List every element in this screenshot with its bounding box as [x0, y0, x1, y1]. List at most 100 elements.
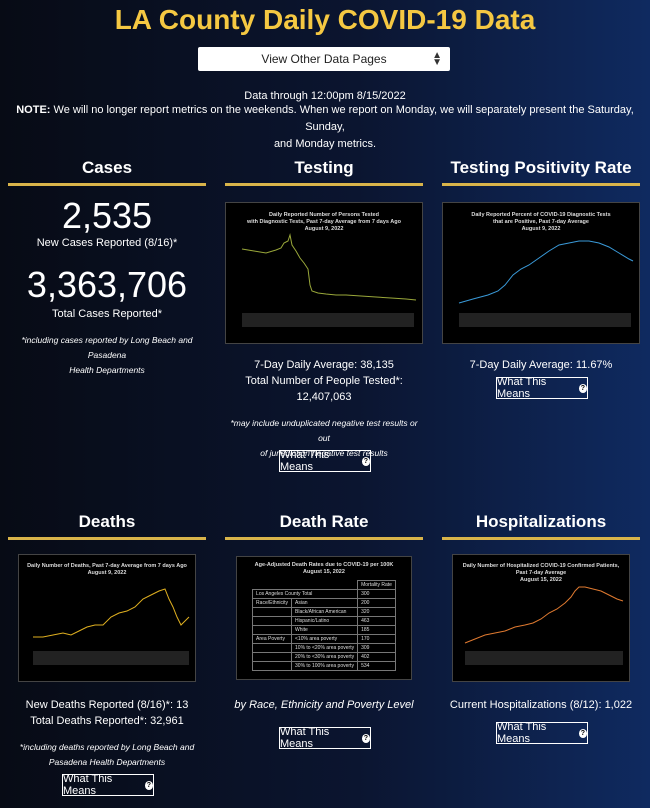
- testing-title: Testing: [294, 158, 354, 177]
- deaths-new: New Deaths Reported (8/16)*: 13: [25, 699, 189, 711]
- row-group: Los Angeles County Total: [252, 589, 359, 599]
- hospitalizations-title: Hospitalizations: [475, 512, 607, 531]
- row-group: [252, 643, 293, 653]
- positivity-chart-title-2: that are Positive, Past 7-day Average: [493, 219, 589, 225]
- row-value: 200: [357, 598, 396, 608]
- table-row: 30% to 100% area poverty 534: [252, 661, 396, 671]
- row-sub: Hispanic/Latino: [291, 616, 359, 626]
- row-sub: 30% to 100% area poverty: [291, 661, 359, 671]
- deaths-footnote-1: *including deaths reported by Long Beach…: [19, 742, 195, 752]
- row-value: 185: [357, 625, 396, 635]
- hospitalizations-underline: [442, 537, 640, 540]
- testing-chart-title-1: Daily Reported Number of Persons Tested: [269, 212, 379, 218]
- table-row: 10% to <20% area poverty 309: [252, 643, 396, 653]
- positivity-underline: [442, 183, 640, 186]
- testing-what-this-means-button[interactable]: What This Means?: [279, 449, 371, 473]
- row-value: 320: [357, 607, 396, 617]
- total-cases-value: 3,363,706: [26, 264, 188, 305]
- deaths-chart[interactable]: Daily Number of Deaths, Past 7-day Avera…: [18, 554, 196, 682]
- row-sub: White: [291, 625, 359, 635]
- cases-footnote-1: *including cases reported by Long Beach …: [21, 335, 193, 360]
- testing-line: [241, 233, 417, 301]
- button-label: What This Means: [63, 773, 113, 797]
- row-value: 309: [357, 643, 396, 653]
- death-rate-title: Death Rate: [279, 512, 369, 531]
- row-value: 402: [357, 652, 396, 662]
- testing-underline: [225, 183, 423, 186]
- row-value: 534: [357, 661, 396, 671]
- testing-chart-title-2: with Diagnostic Tests, Past 7-day Averag…: [246, 219, 402, 225]
- death-rate-what-this-means-button[interactable]: What This Means?: [279, 726, 371, 750]
- deaths-underline: [8, 537, 206, 540]
- row-group: [252, 652, 293, 662]
- note-text: We will no longer report metrics on the …: [50, 104, 634, 133]
- table-row: White 185: [252, 625, 396, 635]
- button-label: What This Means: [280, 449, 330, 473]
- data-through: Data through 12:00pm 8/15/2022: [244, 90, 406, 102]
- death-rate-chart-title-2: August 15, 2022: [303, 569, 345, 575]
- table-header: Mortality Rate: [357, 580, 396, 590]
- button-label: What This Means: [497, 721, 547, 745]
- deaths-chart-title-2: August 9, 2022: [88, 570, 127, 576]
- testing-chart[interactable]: Daily Reported Number of Persons Tested …: [225, 202, 423, 344]
- death-rate-chart[interactable]: Age-Adjusted Death Rates due to COVID-19…: [236, 556, 412, 680]
- positivity-what-this-means-button[interactable]: What This Means?: [496, 376, 588, 400]
- row-group: Race/Ethnicity: [252, 598, 293, 608]
- positivity-chart-title-3: August 9, 2022: [522, 226, 561, 232]
- row-sub: Black/African American: [291, 607, 359, 617]
- positivity-line: [458, 240, 634, 304]
- deaths-total: Total Deaths Reported*: 32,961: [30, 715, 184, 727]
- testing-footnote-2: of jurisdiction negative test results: [260, 448, 388, 458]
- row-group: [252, 625, 293, 635]
- row-group: [252, 661, 293, 671]
- new-cases-value: 2,535: [61, 195, 153, 236]
- question-icon: ?: [144, 780, 153, 790]
- testing-footnote: *may include unduplicated negative test …: [225, 416, 423, 461]
- death-rate-underline: [225, 537, 423, 540]
- data-pages-select[interactable]: View Other Data Pages ▲ ▼: [198, 47, 450, 71]
- hosp-chart-title-2: Past 7-day Average: [516, 570, 566, 576]
- row-group: [252, 616, 293, 626]
- question-icon: ?: [578, 383, 587, 393]
- row-sub: 10% to <20% area poverty: [291, 643, 359, 653]
- deaths-what-this-means-button[interactable]: What This Means?: [62, 773, 154, 797]
- row-value: 170: [357, 634, 396, 644]
- row-value: 463: [357, 616, 396, 626]
- deaths-title: Deaths: [78, 512, 136, 531]
- hospitalizations-what-this-means-button[interactable]: What This Means?: [496, 721, 588, 745]
- button-label: What This Means: [497, 376, 547, 400]
- deaths-chart-title-1: Daily Number of Deaths, Past 7-day Avera…: [27, 563, 187, 569]
- row-sub: <10% area poverty: [291, 634, 359, 644]
- row-value: 300: [357, 589, 396, 599]
- deaths-footnote-2: Pasadena Health Departments: [48, 757, 166, 767]
- testing-chart-title-3: August 9, 2022: [305, 226, 344, 232]
- hosp-line: [464, 586, 624, 644]
- deaths-footnote: *including deaths reported by Long Beach…: [8, 740, 206, 770]
- table-row: Black/African American 320: [252, 607, 396, 617]
- select-value: View Other Data Pages: [261, 52, 387, 66]
- testing-avg: 7-Day Daily Average: 38,135: [254, 359, 394, 371]
- table-row: Los Angeles County Total 300: [252, 589, 396, 599]
- row-sub: Asian: [291, 598, 359, 608]
- cases-footnote-2: Health Departments: [69, 365, 145, 375]
- select-arrows-icon: ▲ ▼: [432, 50, 442, 68]
- row-sub: 20% to <30% area poverty: [291, 652, 359, 662]
- note-text-2: and Monday metrics.: [273, 138, 377, 150]
- hosp-chart-title-3: August 15, 2022: [520, 577, 562, 583]
- table-row: Race/Ethnicity Asian 200: [252, 598, 396, 608]
- positivity-chart[interactable]: Daily Reported Percent of COVID-19 Diagn…: [442, 202, 640, 344]
- page-title: LA County Daily COVID-19 Data: [114, 4, 536, 35]
- table-row: 20% to <30% area poverty 402: [252, 652, 396, 662]
- testing-footnote-1: *may include unduplicated negative test …: [230, 418, 418, 443]
- death-rate-table: Mortality Rate Los Angeles County Total 3…: [252, 580, 396, 671]
- hospitalizations-chart[interactable]: Daily Number of Hospitalized COVID-19 Co…: [452, 554, 630, 682]
- row-group: Area Poverty: [252, 634, 293, 644]
- table-row: Hispanic/Latino 463: [252, 616, 396, 626]
- table-row: Area Poverty <10% area poverty 170: [252, 634, 396, 644]
- positivity-title: Testing Positivity Rate: [450, 158, 632, 177]
- cases-title: Cases: [81, 158, 133, 177]
- question-icon: ?: [361, 733, 370, 743]
- button-label: What This Means: [280, 726, 330, 750]
- positivity-avg: 7-Day Daily Average: 11.67%: [469, 359, 613, 371]
- positivity-chart-title-1: Daily Reported Percent of COVID-19 Diagn…: [471, 212, 610, 218]
